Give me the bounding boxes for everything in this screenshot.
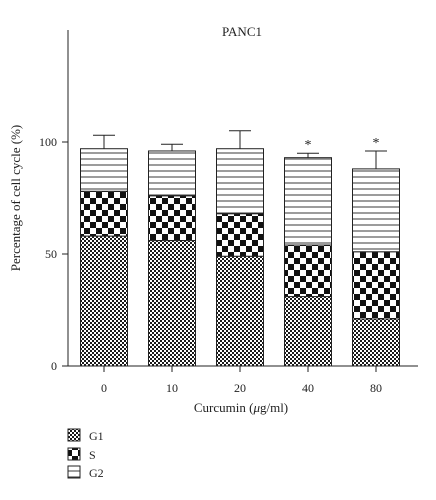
legend-swatch-g1 — [67, 428, 81, 442]
bar-segment-s — [352, 251, 400, 320]
x-tick-label: 10 — [166, 381, 178, 395]
bar-segment-g1 — [148, 240, 196, 367]
x-axis-title-prefix: Curcumin ( — [194, 400, 254, 415]
bars: * * — [80, 130, 400, 367]
x-tick-label: 40 — [302, 381, 314, 395]
bar-segment-g1 — [352, 318, 400, 367]
bar-segment-s — [284, 244, 332, 298]
y-tick-label: 0 — [51, 359, 57, 373]
x-axis-title: Curcumin (μg/ml) — [194, 400, 288, 415]
bar-segment-g2 — [284, 157, 332, 246]
significance-star: * — [373, 136, 380, 151]
legend-label-g1: G1 — [89, 429, 104, 443]
bar-segment-g2 — [148, 150, 196, 197]
bar-segment-s — [216, 213, 264, 257]
legend-label-g2: G2 — [89, 466, 104, 480]
legend-swatch-g2 — [67, 465, 81, 479]
bar-segment-g2 — [216, 148, 264, 215]
bar-segment-g1 — [216, 255, 264, 367]
bar-segment-g1 — [284, 296, 332, 367]
bar-segment-g2 — [80, 148, 128, 192]
legend-label-s: S — [89, 448, 96, 462]
y-axis-title: Percentage of cell cycle (%) — [8, 125, 23, 272]
y-tick-label: 100 — [39, 135, 57, 149]
x-tick-label: 0 — [101, 381, 107, 395]
bar-segment-g2 — [352, 168, 400, 253]
chart-title: PANC1 — [222, 24, 262, 39]
legend-swatch-s — [67, 447, 81, 461]
x-axis-title-suffix: g/ml) — [260, 400, 288, 415]
bar-segment-s — [148, 195, 196, 242]
bar-segment-g1 — [80, 235, 128, 367]
legend: G1 S G2 — [67, 428, 104, 480]
x-axis-title-mu: μ — [252, 400, 260, 415]
y-tick-label: 50 — [45, 247, 57, 261]
significance-star: * — [305, 138, 312, 153]
y-ticks: 0 50 100 — [39, 135, 68, 373]
bar-segment-s — [80, 190, 128, 237]
x-tick-label: 20 — [234, 381, 246, 395]
x-tick-label: 80 — [370, 381, 382, 395]
x-ticks: 0 10 20 40 80 — [101, 366, 382, 395]
